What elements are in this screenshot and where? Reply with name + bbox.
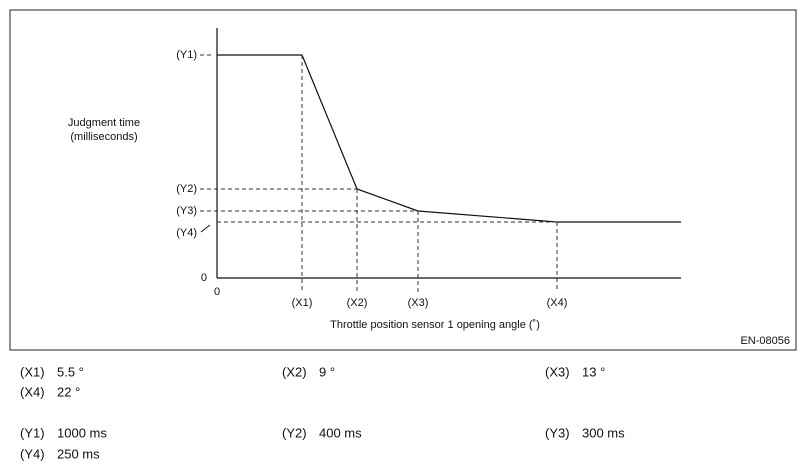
legend-key: (Y1) bbox=[20, 425, 45, 440]
y-axis-label: (milliseconds) bbox=[70, 131, 137, 143]
y-label: (Y3) bbox=[176, 205, 197, 217]
legend-key: (X4) bbox=[20, 384, 45, 399]
x-label: (X1) bbox=[292, 297, 313, 309]
x-label: (X3) bbox=[408, 297, 429, 309]
y-axis-label: Judgment time bbox=[68, 117, 140, 129]
x-label: (X4) bbox=[547, 297, 568, 309]
legend-key: (Y2) bbox=[282, 425, 307, 440]
legend-key: (Y3) bbox=[545, 425, 570, 440]
legend-key: (Y4) bbox=[20, 446, 45, 461]
y-label: (Y2) bbox=[176, 183, 197, 195]
curve bbox=[217, 54, 681, 223]
y-origin: 0 bbox=[201, 272, 207, 284]
legend-value: 9 ° bbox=[319, 364, 335, 379]
legend-key: (X1) bbox=[20, 364, 45, 379]
legend-value: 13 ° bbox=[582, 364, 605, 379]
legend-value: 400 ms bbox=[319, 425, 362, 440]
legend: (X1) 5.5 ° (X2) 9 ° (X3) 13 ° (X4) 22 ° (Y1) 1000… bbox=[20, 364, 625, 461]
x-origin: 0 bbox=[214, 286, 220, 298]
legend-value: 300 ms bbox=[582, 425, 625, 440]
legend-key: (X3) bbox=[545, 364, 570, 379]
leader bbox=[200, 224, 211, 233]
frame bbox=[9, 9, 797, 351]
x-axis-title: Throttle position sensor 1 opening angle… bbox=[330, 319, 540, 331]
y-label: (Y4) bbox=[176, 227, 197, 239]
figure-code: EN-08056 bbox=[740, 335, 790, 347]
y-label: (Y1) bbox=[176, 49, 197, 61]
legend-value: 1000 ms bbox=[57, 425, 107, 440]
legend-value: 250 ms bbox=[57, 446, 100, 461]
x-label: (X2) bbox=[347, 297, 368, 309]
legend-key: (X2) bbox=[282, 364, 307, 379]
legend-value: 5.5 ° bbox=[57, 364, 84, 379]
legend-value: 22 ° bbox=[57, 384, 80, 399]
